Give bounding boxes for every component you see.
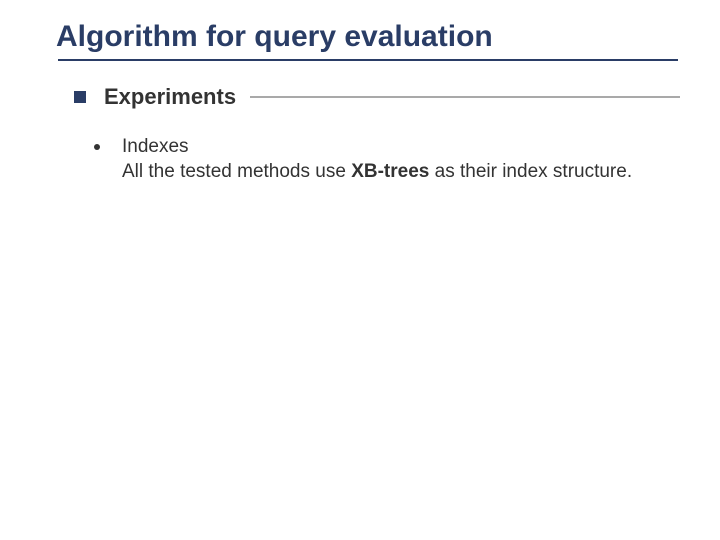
section-row: Experiments xyxy=(74,85,680,109)
body-text: Indexes All the tested methods use XB-tr… xyxy=(122,135,632,184)
dot-bullet-icon xyxy=(94,144,100,150)
body-line-2-pre: All the tested methods use xyxy=(122,161,351,182)
body-line-2-bold: XB-trees xyxy=(351,161,429,182)
slide: Algorithm for query evaluation Experimen… xyxy=(0,0,720,540)
section-rule-wrap xyxy=(250,96,680,98)
body-line-2-post: as their index structure. xyxy=(429,161,632,182)
section-heading: Experiments xyxy=(104,85,236,109)
body-block: Indexes All the tested methods use XB-tr… xyxy=(94,135,680,184)
section-underline xyxy=(250,96,680,98)
body-line-2: All the tested methods use XB-trees as t… xyxy=(122,160,632,185)
square-bullet-icon xyxy=(74,91,86,103)
slide-title: Algorithm for query evaluation xyxy=(56,20,680,53)
body-line-1: Indexes xyxy=(122,135,632,160)
title-underline xyxy=(58,59,678,61)
